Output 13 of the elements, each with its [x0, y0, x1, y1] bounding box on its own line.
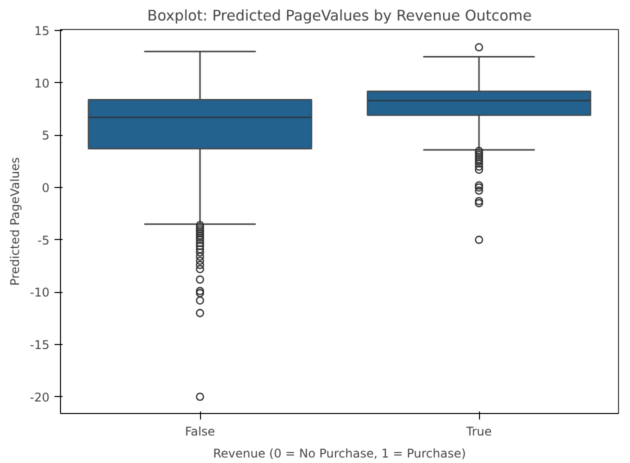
y-tick-label: -20: [30, 390, 50, 404]
y-tick-label: 0: [42, 180, 50, 195]
y-tick-label: 10: [34, 76, 50, 90]
y-tick-label: 5: [42, 128, 50, 143]
chart-title: Boxplot: Predicted PageValues by Revenue Outcome: [147, 8, 532, 24]
x-tick-label: False: [184, 424, 216, 438]
y-tick-label: 15: [34, 24, 50, 38]
y-tick-label: -15: [30, 338, 50, 352]
x-tick-label: True: [465, 424, 492, 438]
x-axis-title: Revenue (0 = No Purchase, 1 = Purchase): [213, 446, 466, 460]
y-tick-label: -10: [30, 286, 50, 300]
y-tick-label: -5: [38, 233, 50, 248]
y-axis-title: Predicted PageValues: [8, 157, 22, 286]
